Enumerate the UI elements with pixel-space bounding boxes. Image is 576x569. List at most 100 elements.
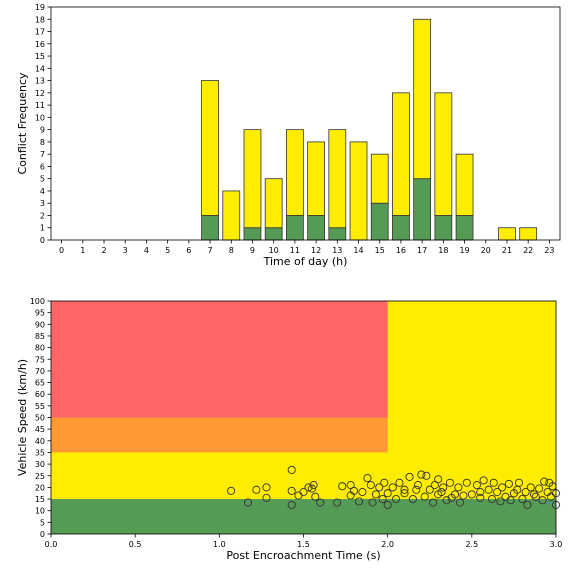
data-point (408, 494, 417, 504)
data-point (437, 488, 446, 497)
bar-segment (455, 215, 474, 241)
bar-segment (328, 227, 347, 241)
x-tick-label: 7 (208, 246, 213, 255)
x-tick-label: 17 (417, 246, 427, 255)
bar-x-ticks: 0 1 2 3 4 5 6 7 8 9 10 11 12 13 14 15 16 17 18 19 20 21 22 23 (59, 240, 554, 255)
data-point (455, 498, 465, 507)
x-tick-label: 5 (165, 246, 170, 255)
data-point (535, 484, 544, 493)
bar-segment (201, 80, 219, 216)
data-point (479, 476, 488, 485)
y-tick-label: 15 (35, 52, 45, 61)
y-tick-label: 0 (40, 236, 45, 245)
data-point (472, 481, 481, 490)
scatter-points (227, 465, 561, 509)
y-tick-label: 60 (35, 390, 45, 399)
data-point (450, 490, 460, 499)
y-tick-label: 16 (35, 40, 45, 49)
bar-segment (243, 227, 262, 241)
x-tick-label: 22 (523, 246, 533, 255)
zone-band (51, 417, 388, 453)
bar-segment (413, 178, 432, 241)
data-point (392, 494, 401, 504)
data-point (498, 483, 507, 492)
y-tick-label: 7 (40, 150, 45, 159)
y-tick-label: 18 (35, 15, 45, 24)
data-point (400, 489, 409, 498)
x-tick-label: 6 (186, 246, 191, 255)
data-point (462, 478, 471, 487)
data-point (538, 496, 547, 505)
y-tick-label: 11 (35, 101, 45, 110)
bar-segment (328, 129, 347, 229)
data-point (422, 471, 431, 480)
data-point (311, 492, 320, 501)
data-point (338, 482, 347, 491)
y-tick-label: 55 (35, 402, 45, 411)
y-tick-label: 15 (35, 495, 45, 504)
data-point (262, 483, 271, 492)
x-tick-label: 19 (459, 246, 469, 255)
bar-y-axis-label: Conflict Frequency (16, 72, 29, 175)
y-tick-label: 50 (35, 414, 45, 423)
y-tick-label: 10 (35, 113, 45, 122)
data-point (349, 486, 359, 495)
bar-segment (307, 215, 325, 241)
data-point (514, 478, 524, 487)
x-tick-label: 1.0 (213, 540, 226, 549)
y-tick-label: 4 (40, 187, 45, 196)
data-point (425, 485, 434, 494)
data-point (366, 481, 375, 490)
scatter-x-axis-label: Post Encroachment Time (s) (226, 549, 380, 562)
x-tick-label: 8 (229, 246, 234, 255)
bar-marks (201, 18, 538, 241)
y-tick-label: 13 (35, 77, 45, 86)
data-point (530, 490, 539, 499)
data-point (417, 470, 426, 479)
scatter-x-ticks: 0.0 0.5 1.0 1.5 2.0 2.5 3.0 (45, 534, 562, 549)
y-tick-label: 1 (40, 224, 45, 233)
bar-segment (349, 141, 368, 241)
data-point (354, 497, 364, 506)
data-point (287, 465, 296, 474)
data-point (504, 479, 513, 488)
y-tick-label: 0 (40, 530, 45, 539)
data-point (358, 488, 367, 497)
bar-segment (264, 227, 283, 241)
y-tick-label: 75 (35, 355, 45, 364)
y-tick-label: 85 (35, 332, 45, 341)
x-tick-label: 1.5 (297, 540, 310, 549)
data-point (540, 477, 549, 486)
data-point (388, 483, 397, 492)
data-point (380, 478, 389, 487)
x-tick-label: 16 (396, 246, 406, 255)
y-tick-label: 3 (40, 199, 45, 208)
data-point (526, 483, 535, 492)
bar-segment (243, 129, 262, 229)
bar-segment (264, 178, 283, 229)
data-point (487, 494, 497, 504)
bar-segment (370, 202, 389, 241)
x-tick-label: 13 (332, 246, 342, 255)
x-tick-label: 10 (269, 246, 279, 255)
x-tick-label: 21 (502, 246, 512, 255)
bar-segment (455, 153, 474, 216)
scatter-chart: 0.0 0.5 1.0 1.5 2.0 2.5 3.0 0 5 10 15 20 25 30 35 40 45… (16, 297, 562, 562)
y-tick-label: 19 (35, 3, 45, 12)
data-point (467, 490, 476, 499)
x-tick-label: 2.5 (465, 540, 478, 549)
y-tick-label: 35 (35, 448, 45, 457)
y-tick-label: 25 (35, 472, 45, 481)
x-tick-label: 23 (544, 246, 554, 255)
data-point (496, 497, 505, 506)
data-point (262, 493, 271, 502)
bar-segment (392, 92, 410, 216)
y-tick-label: 65 (35, 379, 45, 388)
y-tick-label: 5 (40, 175, 45, 184)
x-tick-label: 3 (123, 246, 128, 255)
bar-segment (370, 153, 389, 204)
data-point (371, 490, 380, 499)
bar-segment (222, 190, 241, 241)
data-point (252, 485, 261, 494)
